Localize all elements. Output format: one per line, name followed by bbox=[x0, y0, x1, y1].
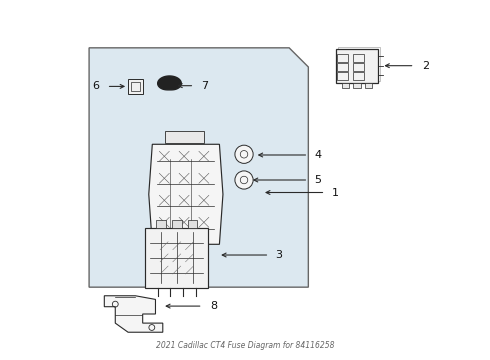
Bar bbox=[337, 63, 348, 71]
Text: 2: 2 bbox=[422, 61, 429, 71]
Bar bbox=[128, 79, 143, 94]
Circle shape bbox=[235, 145, 253, 163]
Bar bbox=[342, 83, 349, 87]
Text: 5: 5 bbox=[315, 175, 321, 185]
Polygon shape bbox=[104, 296, 163, 332]
Bar bbox=[156, 220, 166, 228]
Bar bbox=[353, 54, 364, 62]
Text: 6: 6 bbox=[93, 81, 99, 91]
Bar bbox=[337, 72, 348, 80]
Bar bbox=[165, 131, 203, 143]
Bar bbox=[145, 228, 208, 288]
Polygon shape bbox=[149, 144, 223, 244]
Bar bbox=[338, 47, 380, 81]
Polygon shape bbox=[158, 76, 181, 90]
Text: 2021 Cadillac CT4 Fuse Diagram for 84116258: 2021 Cadillac CT4 Fuse Diagram for 84116… bbox=[156, 341, 334, 350]
Bar bbox=[131, 82, 140, 91]
Bar bbox=[172, 220, 181, 228]
Text: 4: 4 bbox=[315, 150, 321, 160]
Text: 1: 1 bbox=[332, 188, 339, 198]
Circle shape bbox=[235, 171, 253, 189]
Text: 8: 8 bbox=[210, 301, 217, 311]
Bar bbox=[353, 63, 364, 71]
Bar bbox=[336, 49, 378, 83]
Text: 7: 7 bbox=[201, 81, 209, 91]
Text: 3: 3 bbox=[275, 250, 283, 260]
Bar bbox=[337, 54, 348, 62]
Bar bbox=[365, 83, 372, 87]
Bar bbox=[188, 220, 197, 228]
Bar bbox=[353, 72, 364, 80]
Bar bbox=[353, 83, 361, 87]
Polygon shape bbox=[89, 48, 308, 287]
